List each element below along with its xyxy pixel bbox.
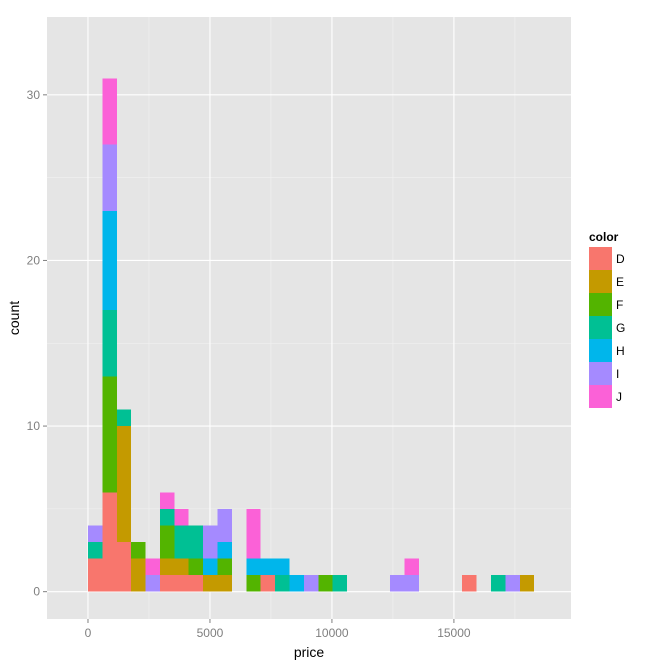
bar-segment-F [217, 558, 232, 576]
bar-segment-I [303, 575, 319, 592]
legend-key-H [589, 339, 612, 362]
bar-segment-E [519, 575, 535, 592]
bar-segment-J [145, 558, 160, 576]
x-axis: 0 5000 10000 15000 [85, 619, 471, 640]
grid-minor [47, 17, 571, 619]
x-tick-label: 10000 [315, 626, 349, 640]
legend-label-H: H [616, 344, 625, 358]
legend-key-E [589, 270, 612, 293]
bar-segment-D [174, 575, 189, 592]
bar-segment-F [159, 525, 175, 559]
bar-segment-G [116, 409, 132, 427]
bar-segment-F [188, 558, 204, 576]
bar-segment-I [390, 575, 405, 592]
bar-segment-H [275, 558, 290, 576]
bar-segment-H [260, 558, 276, 576]
legend-label-J: J [616, 390, 622, 404]
y-axis-title: count [6, 301, 22, 335]
bar-segment-G [490, 575, 506, 592]
bar-segment-G [159, 508, 175, 526]
legend-label-E: E [616, 275, 624, 289]
bar-segment-I [217, 508, 232, 542]
legend-label-F: F [616, 298, 623, 312]
bar-segment-F [246, 575, 261, 592]
bar-segment-F [102, 376, 117, 493]
x-tick-label: 5000 [197, 626, 224, 640]
bar-segment-E [131, 558, 146, 592]
bar-segment-J [159, 492, 175, 509]
bar-segment-I [404, 575, 420, 592]
bar-segment-E [217, 575, 232, 592]
bar-segment-D [102, 492, 117, 592]
bar-segment-G [87, 541, 103, 559]
bar-segment-D [462, 575, 477, 592]
legend-key-J [589, 385, 612, 408]
x-tick-label: 0 [85, 626, 92, 640]
y-axis: 0 10 20 30 [27, 88, 47, 599]
bar-stack [87, 78, 535, 592]
bar-segment-I [505, 575, 520, 592]
x-tick-label: 15000 [437, 626, 471, 640]
bar-segment-I [203, 525, 218, 559]
legend-label-D: D [616, 252, 625, 266]
y-tick-label: 30 [27, 88, 41, 102]
y-tick-label: 10 [27, 419, 41, 433]
bar-segment-H [102, 210, 117, 311]
bar-segment-I [102, 144, 117, 211]
bar-segment-J [404, 558, 420, 576]
legend-key-D [589, 247, 612, 270]
x-axis-title: price [294, 644, 325, 660]
bar-segment-D [116, 541, 132, 592]
bar-segment-E [159, 558, 175, 576]
legend-label-I: I [616, 367, 619, 381]
bar-segment-H [203, 558, 218, 576]
bar-segment-G [174, 525, 189, 559]
legend-label-G: G [616, 321, 625, 335]
bar-segment-H [217, 541, 232, 559]
bar-segment-E [203, 575, 218, 592]
bar-segment-I [87, 525, 103, 542]
y-tick-label: 20 [27, 253, 41, 267]
plot-panel [47, 17, 571, 619]
bar-segment-G [188, 525, 204, 559]
bar-segment-H [289, 575, 304, 592]
bar-segment-G [332, 575, 348, 592]
bar-segment-I [145, 575, 160, 592]
bar-segment-F [318, 575, 333, 592]
legend-key-G [589, 316, 612, 339]
legend-key-F [589, 293, 612, 316]
grid-major [47, 17, 571, 619]
bar-segment-J [246, 508, 261, 559]
bar-segment-D [159, 575, 175, 592]
bar-segment-E [116, 426, 132, 542]
bar-segment-G [275, 575, 290, 592]
bar-segment-D [87, 558, 103, 592]
bar-segment-D [260, 575, 276, 592]
legend-title: color [589, 230, 619, 244]
y-tick-label: 0 [33, 585, 40, 599]
bar-segment-G [102, 310, 117, 377]
bar-segment-J [174, 508, 189, 526]
bar-segment-D [188, 575, 204, 592]
bar-segment-J [102, 78, 117, 145]
legend-key-I [589, 362, 612, 385]
bar-segment-H [246, 558, 261, 576]
bar-segment-E [174, 558, 189, 576]
bar-segment-F [131, 541, 146, 559]
